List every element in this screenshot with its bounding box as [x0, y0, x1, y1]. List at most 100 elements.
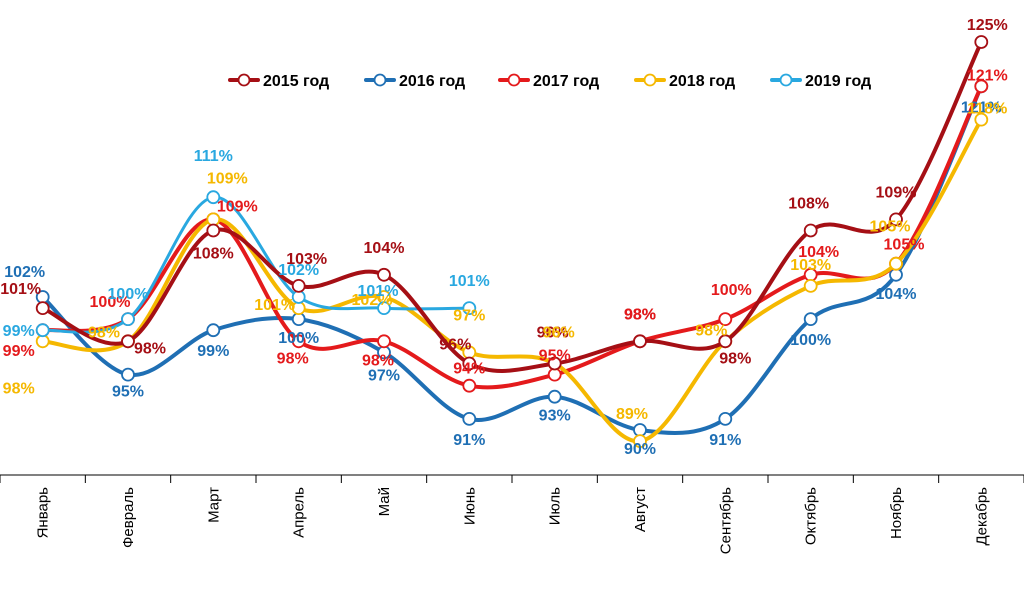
- data-label: 109%: [207, 170, 248, 187]
- data-point: [462, 378, 477, 393]
- data-label: 125%: [967, 17, 1008, 34]
- data-label: 100%: [278, 330, 319, 347]
- data-point: [718, 334, 733, 349]
- data-point: [121, 367, 135, 382]
- data-point: [206, 223, 221, 238]
- data-label: 90%: [624, 441, 656, 458]
- plot-lines: [35, 35, 989, 449]
- data-label: 93%: [539, 408, 571, 425]
- data-label: 99%: [197, 343, 229, 360]
- data-point: [206, 323, 221, 338]
- series-line-2017-год: [40, 84, 984, 390]
- data-point: [718, 312, 733, 327]
- data-label: 103%: [790, 257, 831, 274]
- data-label: 108%: [193, 246, 234, 263]
- data-point: [803, 278, 818, 293]
- data-point: [121, 334, 135, 349]
- data-label: 98%: [3, 380, 35, 397]
- data-point: [462, 356, 477, 371]
- data-point: [633, 434, 647, 449]
- x-tick-label: Сентябрь: [717, 487, 734, 554]
- data-label: 97%: [453, 307, 485, 324]
- x-tick-label: Ноябрь: [888, 487, 905, 539]
- data-point: [291, 334, 306, 349]
- data-label: 111%: [194, 148, 233, 165]
- data-label: 99%: [3, 343, 35, 360]
- data-label: 121%: [967, 67, 1008, 84]
- x-tick-label: Май: [376, 487, 393, 516]
- x-tick-label: Январь: [35, 487, 52, 539]
- data-point: [462, 411, 477, 426]
- data-point: [291, 278, 306, 293]
- data-point: [889, 256, 903, 271]
- x-tick-label: Март: [205, 487, 222, 523]
- x-tick-label: Июнь: [461, 487, 478, 525]
- data-label: 96%: [439, 337, 471, 354]
- data-label: 104%: [798, 244, 839, 261]
- series-line-2015-год: [40, 40, 984, 373]
- x-tick-label: Август: [632, 487, 649, 532]
- data-point: [974, 35, 989, 49]
- data-label: 100%: [108, 286, 149, 303]
- legend: 2015 год 2016 год 2017 год 2018 год 2019 год: [228, 73, 871, 90]
- legend-swatch-marker: [507, 73, 521, 87]
- data-label: 89%: [616, 406, 648, 423]
- data-label: 101%: [0, 281, 41, 298]
- data-point: [633, 334, 647, 349]
- legend-swatch-marker: [373, 73, 387, 87]
- legend-item: 2016 год: [364, 73, 465, 90]
- data-label: 91%: [453, 432, 485, 449]
- legend-swatch-marker: [779, 73, 793, 87]
- data-point: [803, 312, 818, 327]
- data-label: 94%: [453, 361, 485, 378]
- data-label: 100%: [711, 282, 752, 299]
- data-point: [377, 267, 391, 282]
- legend-label: 2019 год: [805, 73, 871, 90]
- data-point: [547, 356, 562, 371]
- x-tick-label: Февраль: [120, 487, 137, 548]
- data-label: 102%: [278, 262, 319, 279]
- legend-label: 2018 год: [669, 73, 735, 90]
- data-label: 101%: [358, 283, 399, 300]
- data-label: 105%: [884, 237, 925, 254]
- series-line-2016-год: [40, 84, 984, 436]
- x-tick-label: Апрель: [291, 487, 308, 538]
- data-label: 101%: [254, 297, 295, 314]
- legend-label: 2015 год: [263, 73, 329, 90]
- data-label: 98%: [362, 352, 394, 369]
- data-point: [803, 223, 818, 238]
- data-label: 109%: [217, 198, 258, 215]
- legend-item: 2015 год: [228, 73, 329, 90]
- data-label: 98%: [624, 306, 656, 323]
- data-point: [889, 212, 903, 227]
- data-point: [35, 301, 50, 316]
- data-label: 95%: [539, 348, 571, 365]
- legend-swatch-marker: [237, 73, 251, 87]
- data-point: [462, 301, 477, 316]
- data-label: 104%: [364, 240, 405, 257]
- data-label: 98%: [624, 306, 656, 323]
- legend-label: 2016 год: [399, 73, 465, 90]
- legend-swatch-marker: [643, 73, 657, 87]
- data-label: 109%: [876, 184, 917, 201]
- data-label: 99%: [3, 323, 35, 340]
- data-label: 98%: [277, 350, 309, 367]
- data-labels: 101%98%108% 103%104%96%96%98%98%108%109%1…: [0, 17, 1008, 458]
- data-point: [35, 323, 50, 338]
- data-label: 103%: [286, 251, 327, 268]
- data-point: [974, 112, 989, 127]
- data-label: 98%: [134, 340, 166, 357]
- data-label: 108%: [788, 196, 829, 213]
- data-label: 101%: [449, 273, 490, 290]
- legend-item: 2017 год: [498, 73, 599, 90]
- data-point: [547, 389, 562, 404]
- data-label: 98%: [695, 322, 727, 339]
- data-point: [974, 79, 989, 94]
- data-label: 98%: [719, 350, 751, 367]
- data-point: [377, 334, 391, 349]
- data-label: 121%: [961, 99, 1002, 116]
- data-label: 100%: [790, 332, 831, 349]
- data-label: 97%: [368, 367, 400, 384]
- data-point: [121, 312, 135, 327]
